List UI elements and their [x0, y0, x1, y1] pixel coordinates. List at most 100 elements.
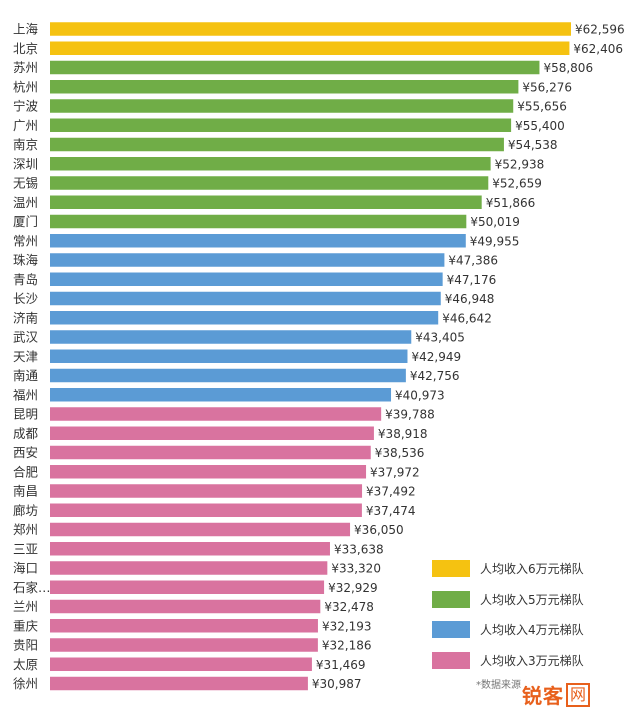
legend-item-tier-5: 人均收入5万元梯队: [432, 590, 602, 608]
category-label: 三亚: [13, 541, 38, 556]
bar: [50, 657, 312, 671]
category-label: 福州: [13, 387, 38, 402]
category-label: 南京: [13, 137, 38, 152]
bar: [50, 22, 571, 36]
value-label: ¥56,276: [522, 80, 572, 94]
category-label: 合肥: [13, 464, 39, 479]
value-label: ¥52,938: [495, 157, 545, 171]
category-label: 无锡: [13, 176, 38, 191]
bar: [50, 561, 328, 575]
value-label: ¥62,406: [573, 42, 623, 56]
value-label: ¥62,596: [575, 23, 625, 37]
value-label: ¥52,659: [492, 177, 542, 191]
value-label: ¥38,536: [375, 446, 425, 460]
category-label: 厦门: [13, 214, 38, 229]
bar: [50, 503, 362, 517]
category-label: 济南: [13, 310, 38, 325]
category-label: 南通: [13, 368, 39, 383]
category-label: 天津: [13, 349, 38, 364]
bar: [50, 253, 445, 267]
bar: [50, 272, 443, 286]
bar: [50, 599, 321, 614]
bar: [50, 522, 351, 537]
value-label: ¥47,386: [448, 254, 498, 268]
legend-label-tier-4: 人均收入4万元梯队: [480, 623, 584, 637]
category-label: 昆明: [13, 407, 38, 422]
bar: [50, 388, 392, 402]
bar: [50, 80, 519, 94]
legend-item-tier-6: 人均收入6万元梯队: [432, 560, 602, 577]
legend-swatch-tier-6: [432, 560, 470, 577]
category-label: 贵阳: [13, 638, 38, 653]
value-label: ¥54,538: [508, 138, 558, 152]
bar: [50, 330, 412, 344]
category-label: 西安: [13, 445, 38, 460]
value-label: ¥37,972: [370, 465, 420, 479]
value-label: ¥49,955: [470, 234, 520, 248]
legend-swatch-tier-3: [432, 651, 470, 669]
value-label: ¥32,929: [328, 581, 378, 595]
category-label: 广州: [13, 118, 38, 133]
bar: [50, 619, 318, 633]
bar: [50, 638, 318, 652]
category-label: 青岛: [13, 272, 38, 287]
value-label: ¥32,193: [322, 619, 372, 633]
category-label: 苏州: [13, 60, 38, 75]
value-label: ¥55,400: [515, 119, 565, 133]
watermark: 锐客 网: [522, 680, 591, 709]
value-label: ¥38,918: [378, 427, 428, 441]
source-note: *数据来源: [476, 680, 521, 691]
category-label: 南昌: [13, 484, 38, 499]
bar: [50, 676, 308, 691]
category-label: 郑州: [13, 522, 38, 537]
value-label: ¥30,987: [312, 677, 362, 691]
bar: [50, 407, 382, 421]
value-label: ¥33,320: [331, 562, 381, 576]
value-label: ¥37,492: [366, 485, 416, 499]
legend-label-tier-3: 人均收入3万元梯队: [480, 653, 584, 668]
category-label: 廊坊: [13, 503, 38, 518]
category-label: 武汉: [13, 330, 39, 345]
bar: [50, 542, 330, 556]
category-label: 兰州: [13, 599, 38, 614]
legend-label-tier-5: 人均收入5万元梯队: [480, 592, 584, 607]
category-label: 成都: [13, 426, 39, 441]
value-label: ¥37,474: [366, 504, 416, 518]
category-label: 杭州: [13, 79, 38, 94]
value-label: ¥46,948: [445, 292, 495, 306]
category-label: 珠海: [13, 253, 39, 268]
watermark-logo: 锐客: [522, 684, 564, 708]
bar: [50, 445, 371, 460]
legend-item-tier-3: 人均收入3万元梯队: [432, 651, 602, 669]
category-label: 太原: [13, 657, 38, 672]
category-label: 长沙: [13, 291, 39, 306]
category-label: 上海: [13, 22, 39, 37]
watermark-wang: 网: [566, 682, 591, 707]
value-label: ¥39,788: [385, 408, 435, 422]
bar: [50, 60, 540, 75]
value-label: ¥55,656: [517, 100, 567, 114]
value-label: ¥31,469: [316, 658, 366, 672]
category-label: 温州: [13, 195, 38, 210]
value-label: ¥32,186: [322, 639, 372, 653]
bar: [50, 580, 325, 594]
category-label: 重庆: [13, 618, 39, 633]
bar: [50, 157, 491, 171]
bar: [50, 291, 441, 306]
bar: [50, 41, 570, 55]
bar: [50, 195, 482, 209]
value-label: ¥33,638: [334, 542, 384, 556]
value-label: ¥43,405: [415, 331, 465, 345]
bar: [50, 137, 504, 152]
value-label: ¥50,019: [470, 215, 520, 229]
category-label: 北京: [13, 41, 38, 56]
bar: [50, 311, 439, 325]
bar: [50, 214, 467, 229]
bar: [50, 426, 374, 440]
bar: [50, 118, 512, 132]
legend: 人均收入6万元梯队 人均收入5万元梯队 人均收入4万元梯队 人均收入3万元梯队: [432, 560, 602, 682]
bar: [50, 349, 408, 363]
category-label: 常州: [13, 233, 38, 248]
value-label: ¥36,050: [354, 523, 404, 537]
